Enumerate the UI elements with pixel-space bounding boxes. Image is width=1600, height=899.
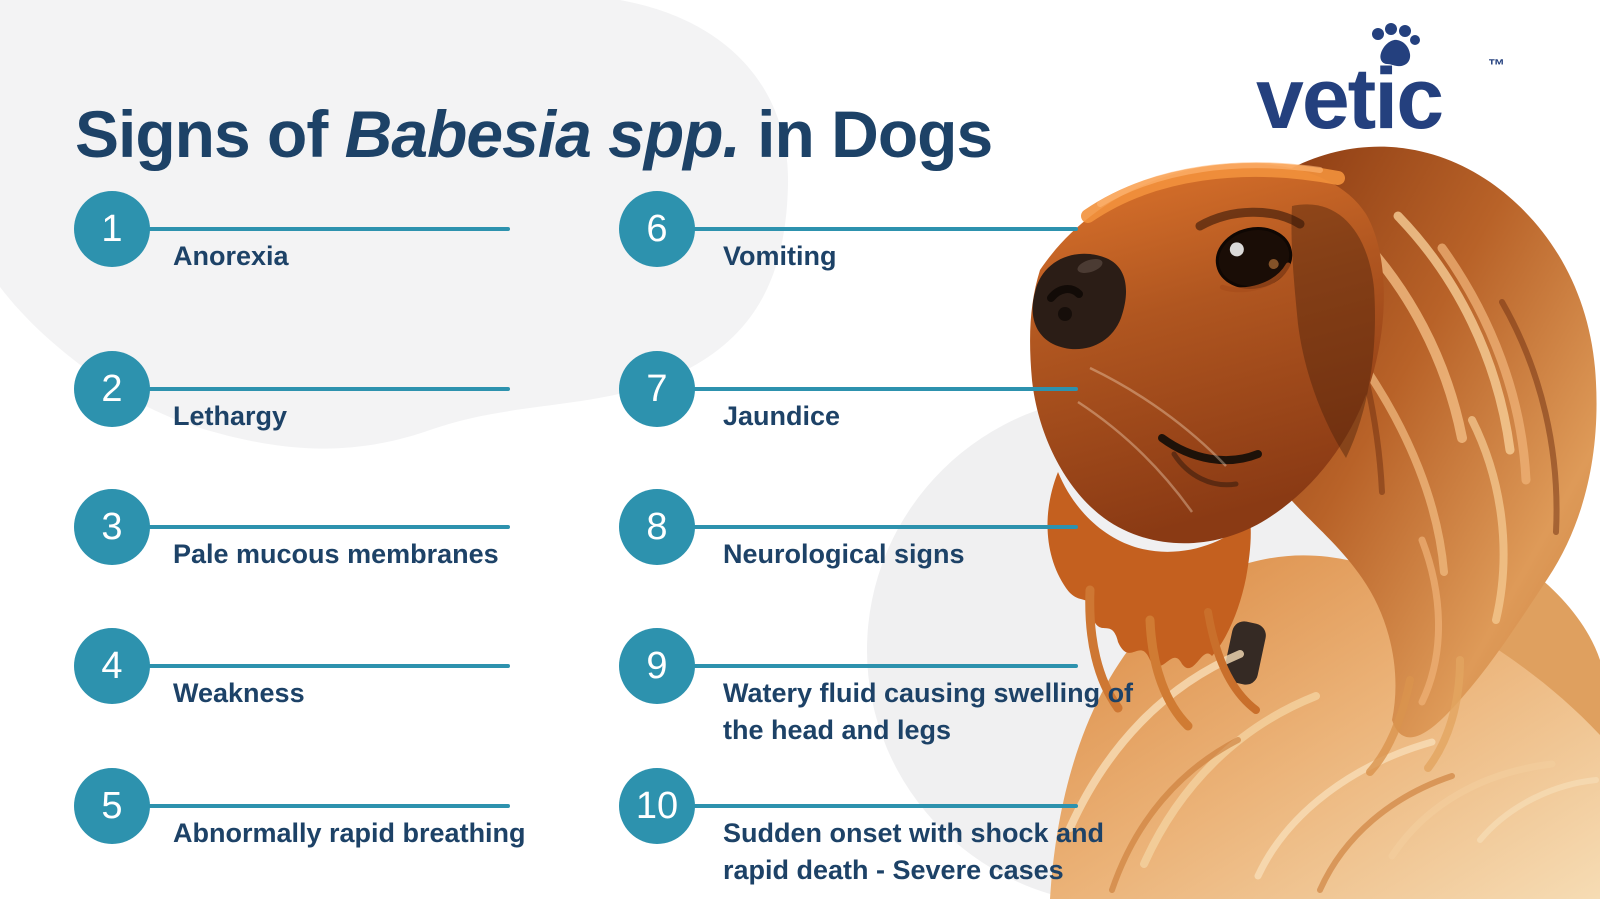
- sign-connector-line: [689, 525, 1078, 529]
- title-suffix: in Dogs: [739, 97, 993, 172]
- sign-number-badge: 10: [619, 768, 695, 844]
- sign-connector-line: [689, 804, 1078, 808]
- sign-connector-line: [689, 664, 1078, 668]
- sign-label: Jaundice: [723, 401, 841, 431]
- dog-collar: [1224, 621, 1266, 685]
- sign-item: 4 Weakness: [74, 628, 594, 758]
- sign-connector-line: [144, 525, 510, 529]
- dog-mouth: [1158, 434, 1262, 465]
- paw-print-icon: [1372, 23, 1420, 67]
- sign-number-badge: 1: [74, 191, 150, 267]
- sign-item: 9 Watery fluid causing swelling of the h…: [619, 628, 1139, 758]
- sign-item: 8 Neurological signs: [619, 489, 1139, 619]
- sign-label: Anorexia: [173, 241, 289, 271]
- sign-connector-line: [144, 664, 510, 668]
- title-prefix: Signs of: [75, 97, 345, 172]
- sign-connector-line: [144, 227, 510, 231]
- title-species: Babesia spp.: [344, 97, 741, 172]
- sign-number-badge: 7: [619, 351, 695, 427]
- sign-connector-line: [144, 804, 510, 808]
- sign-number-badge: 6: [619, 191, 695, 267]
- sign-label: Pale mucous membranes: [173, 539, 499, 569]
- sign-connector-line: [144, 387, 510, 391]
- sign-number: 10: [635, 784, 679, 827]
- sign-number: 3: [101, 505, 123, 548]
- sign-label: Sudden onset with shock and rapid death …: [723, 818, 1105, 885]
- sign-connector-line: [689, 227, 1078, 231]
- sign-connector-line: [689, 387, 1078, 391]
- sign-number: 8: [646, 505, 668, 548]
- sign-number-badge: 9: [619, 628, 695, 704]
- sign-number-badge: 4: [74, 628, 150, 704]
- sign-number: 5: [101, 784, 123, 827]
- sign-item: 6 Vomiting: [619, 191, 1139, 321]
- sign-number-badge: 3: [74, 489, 150, 565]
- sign-number-badge: 2: [74, 351, 150, 427]
- sign-item: 10 Sudden onset with shock and rapid dea…: [619, 768, 1139, 898]
- sign-item: 7 Jaundice: [619, 351, 1139, 481]
- sign-item: 3 Pale mucous membranes: [74, 489, 594, 619]
- sign-label: Vomiting: [723, 241, 837, 271]
- sign-label: Watery fluid causing swelling of the hea…: [723, 678, 1134, 745]
- trademark-symbol: ™: [1488, 56, 1505, 75]
- sign-item: 5 Abnormally rapid breathing: [74, 768, 594, 898]
- sign-number: 2: [101, 367, 123, 410]
- sign-number: 1: [101, 207, 123, 250]
- sign-label: Abnormally rapid breathing: [173, 818, 526, 848]
- sign-number: 9: [646, 644, 668, 687]
- sign-label: Weakness: [173, 678, 305, 708]
- sign-number-badge: 5: [74, 768, 150, 844]
- sign-number: 6: [646, 207, 668, 250]
- sign-number-badge: 8: [619, 489, 695, 565]
- brand-logo: vetic ™: [1256, 23, 1536, 142]
- dog-ear: [1263, 146, 1600, 776]
- sign-item: 1 Anorexia: [74, 191, 594, 321]
- sign-number: 7: [646, 367, 668, 410]
- sign-label: Lethargy: [173, 401, 288, 431]
- sign-item: 2 Lethargy: [74, 351, 594, 481]
- page-title: Signs of Babesia spp. in Dogs: [75, 96, 993, 172]
- sign-number: 4: [101, 644, 123, 687]
- dog-eye: [1215, 227, 1293, 293]
- brand-logo-text: vetic: [1256, 51, 1444, 147]
- sign-label: Neurological signs: [723, 539, 965, 569]
